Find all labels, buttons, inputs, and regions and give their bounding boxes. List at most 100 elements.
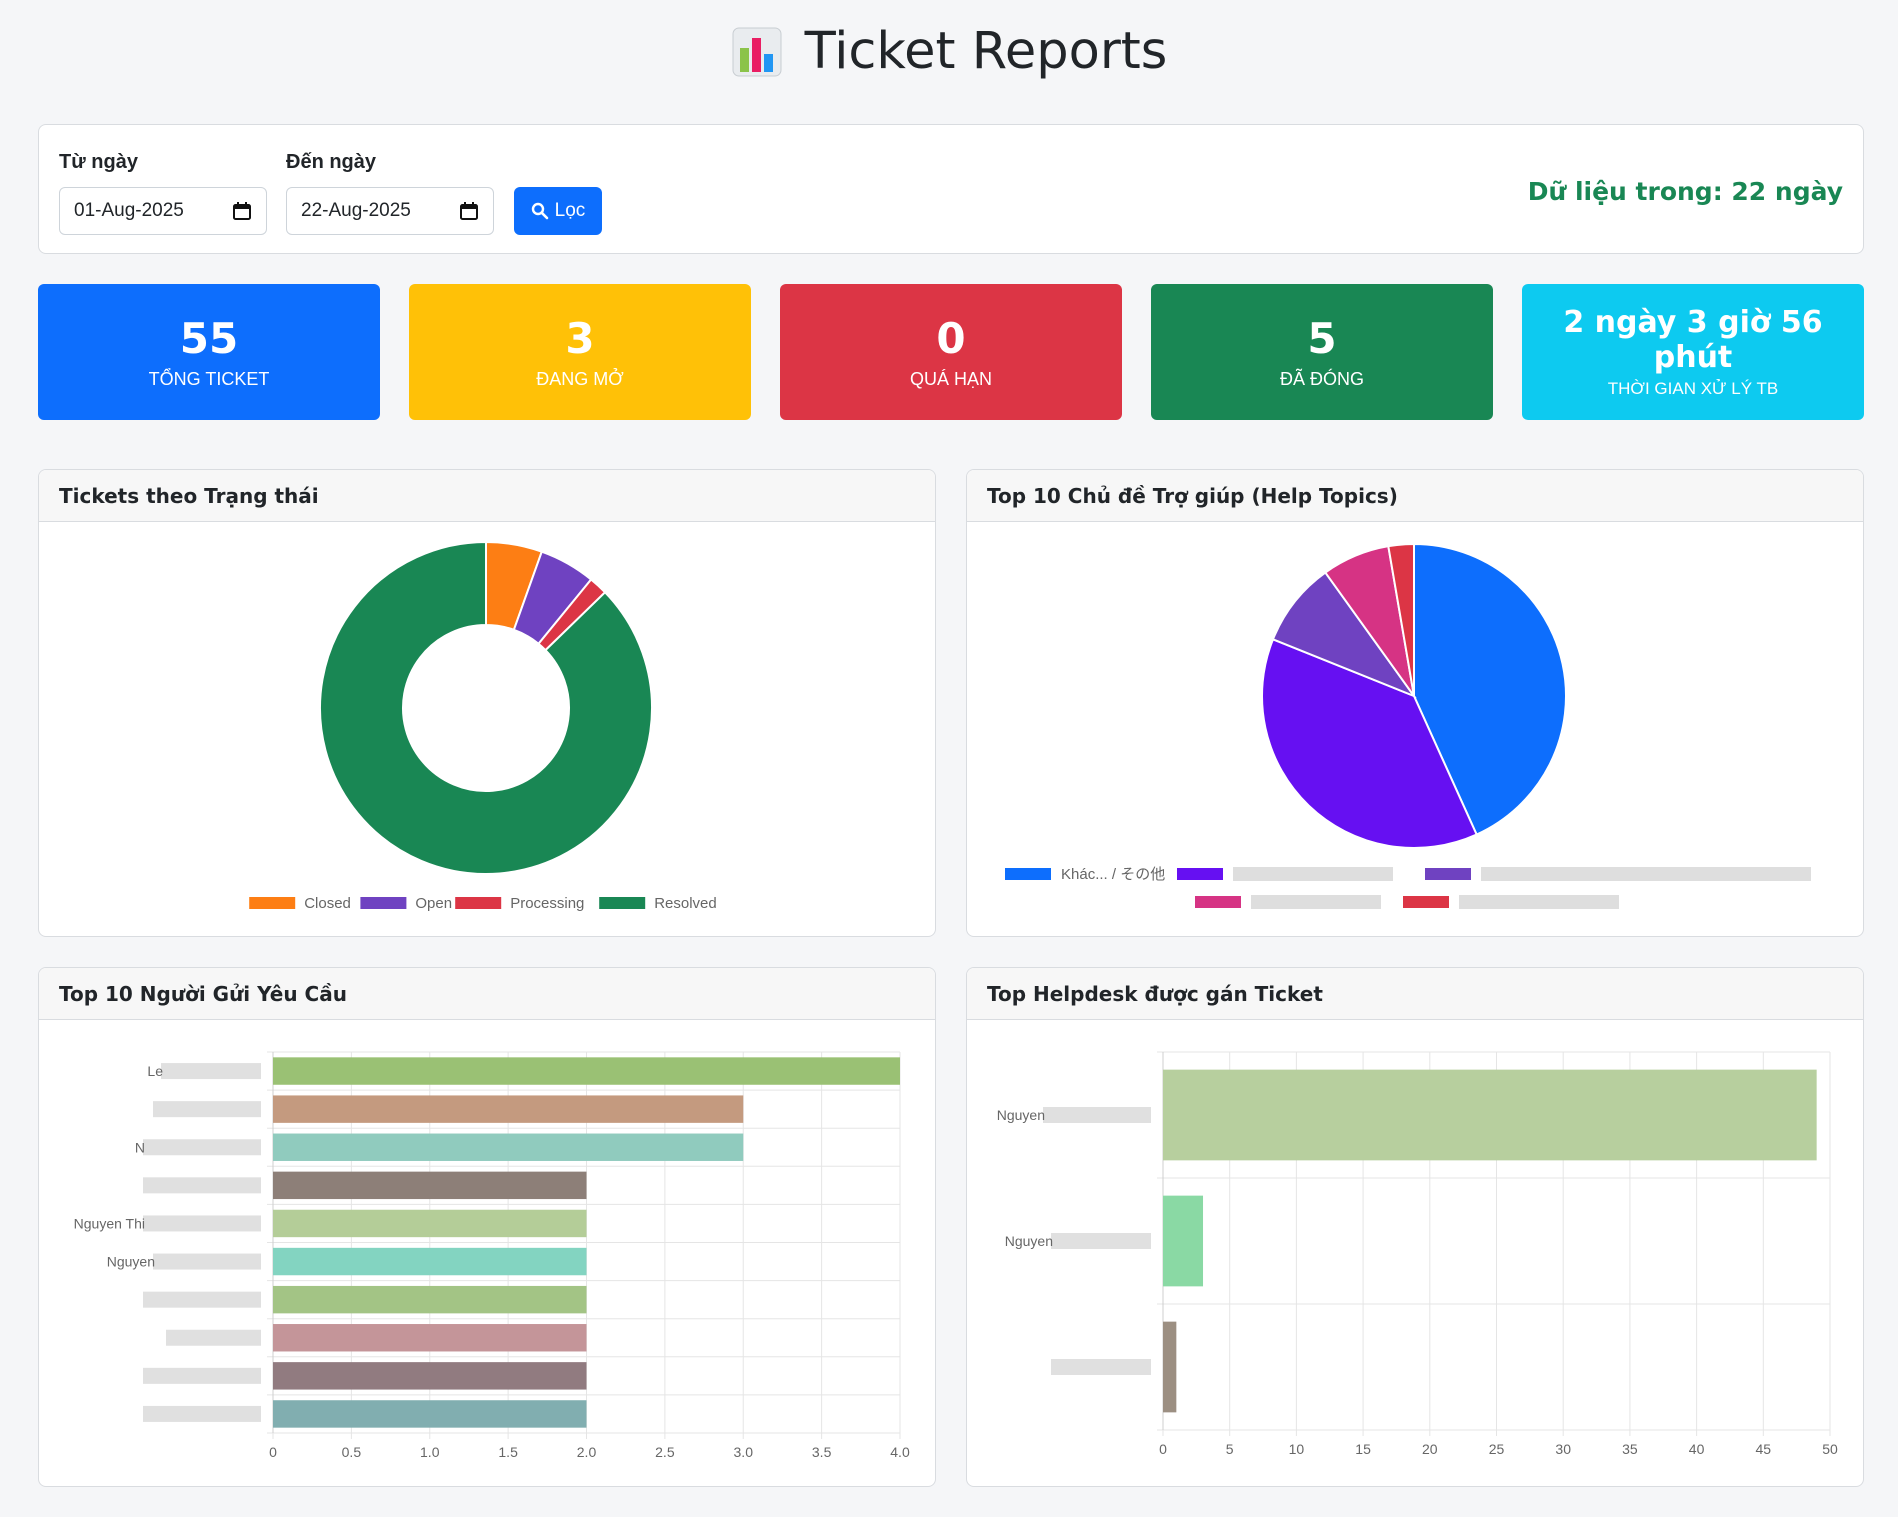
- from-date-input[interactable]: 01-Aug-2025: [59, 187, 267, 235]
- bar[interactable]: [273, 1209, 587, 1238]
- stat-label: TỔNG TICKET: [148, 369, 270, 389]
- status-doughnut-chart: Closed Open Processing Resolved: [249, 540, 717, 912]
- legend-swatch: [599, 897, 646, 909]
- redacted-label: [153, 1253, 261, 1270]
- to-date-label: Đến ngày: [286, 151, 377, 173]
- filter-card: Từ ngày 01-Aug-2025 Đến ngày 22-Aug-2025…: [38, 124, 1864, 254]
- search-icon: [531, 202, 548, 220]
- helpdesk-bar-chart: 0 5 10 15 20 25 30 35 40 45 50 Nguyen Nguyen: [997, 1051, 1838, 1457]
- x-tick-label: 0: [1159, 1441, 1167, 1457]
- y-tick-label: Nguyen: [1005, 1233, 1053, 1249]
- calendar-icon[interactable]: [232, 201, 252, 221]
- redacted-legend-label: [1459, 895, 1619, 909]
- panel-title: Top 10 Chủ đề Trợ giúp (Help Topics): [967, 470, 1863, 522]
- redacted-label: [143, 1215, 261, 1232]
- bar[interactable]: [273, 1133, 744, 1161]
- redacted-legend-label: [1251, 895, 1381, 909]
- from-date-label: Từ ngày: [59, 151, 138, 173]
- filter-button-label: Lọc: [554, 200, 586, 221]
- to-date-input[interactable]: 22-Aug-2025: [286, 187, 494, 235]
- legend-swatch: [455, 897, 502, 909]
- x-tick-label: 2.5: [655, 1444, 675, 1460]
- x-tick-label: 3.0: [734, 1444, 754, 1460]
- slice-resolved[interactable]: [319, 540, 653, 875]
- y-tick-label: Nguyen: [997, 1107, 1045, 1123]
- bar[interactable]: [273, 1362, 587, 1390]
- bar-chart-icon: [732, 27, 782, 76]
- y-tick-label: N: [135, 1139, 145, 1155]
- slice-topic-5[interactable]: [1387, 542, 1415, 697]
- stat-card-overdue: 0 QUÁ HẠN: [780, 284, 1122, 420]
- slice-topic-3[interactable]: [1271, 571, 1417, 699]
- bar[interactable]: [273, 1095, 744, 1123]
- stat-card-total: 55 TỔNG TICKET: [38, 284, 380, 420]
- stat-card-closed: 5 ĐÃ ĐÓNG: [1151, 284, 1493, 420]
- redacted-label: [143, 1177, 261, 1194]
- bar[interactable]: [273, 1285, 587, 1314]
- redacted-legend-label: [1233, 867, 1393, 881]
- stat-card-avg-time: 2 ngày 3 giờ 56 phút THỜI GIAN XỬ LÝ TB: [1522, 284, 1864, 420]
- bar[interactable]: [273, 1400, 587, 1428]
- redacted-label: [143, 1139, 261, 1156]
- x-tick-label: 35: [1622, 1441, 1638, 1457]
- bar[interactable]: [273, 1171, 587, 1200]
- bar[interactable]: [273, 1057, 900, 1085]
- stat-value: 55: [179, 314, 239, 363]
- legend-swatch: [1425, 868, 1471, 880]
- x-tick-label: 10: [1289, 1441, 1305, 1457]
- y-tick-label: Nguyen Thi: [74, 1215, 145, 1231]
- legend-swatch: [1005, 868, 1051, 880]
- legend-label[interactable]: Processing: [510, 895, 584, 912]
- stat-value: 5: [1307, 314, 1337, 363]
- stat-label: THỜI GIAN XỬ LÝ TB: [1607, 379, 1779, 398]
- x-tick-label: 1.5: [498, 1444, 518, 1460]
- x-tick-label: 20: [1422, 1441, 1438, 1457]
- legend-swatch: [1195, 896, 1241, 908]
- legend-label[interactable]: Closed: [304, 895, 351, 912]
- stat-label: QUÁ HẠN: [909, 369, 992, 389]
- filter-button[interactable]: Lọc: [514, 187, 602, 235]
- bar[interactable]: [1163, 1195, 1204, 1287]
- calendar-icon[interactable]: [459, 201, 479, 221]
- topics-chart-panel: Top 10 Chủ đề Trợ giúp (Help Topics) Khá…: [966, 469, 1864, 937]
- redacted-label: [1051, 1233, 1151, 1249]
- bar[interactable]: [273, 1247, 587, 1276]
- status-chart-panel: Tickets theo Trạng thái Closed Open Proces…: [38, 469, 936, 937]
- x-tick-label: 15: [1355, 1441, 1371, 1457]
- x-tick-label: 0.5: [342, 1444, 362, 1460]
- bar[interactable]: [273, 1324, 587, 1352]
- from-date-value: 01-Aug-2025: [74, 200, 184, 221]
- slice-topic-1[interactable]: [1413, 542, 1567, 836]
- stat-value: 3: [565, 314, 595, 363]
- helpdesk-chart-panel: Top Helpdesk được gán Ticket 0 5 10 15 20 25 3…: [966, 967, 1864, 1487]
- bar[interactable]: [1163, 1321, 1177, 1413]
- slice-topic-2[interactable]: [1261, 638, 1478, 849]
- redacted-label: [153, 1101, 261, 1118]
- to-date-value: 22-Aug-2025: [301, 200, 411, 221]
- stat-label: ĐANG MỞ: [536, 369, 624, 389]
- legend-label[interactable]: Resolved: [654, 895, 717, 912]
- redacted-label: [143, 1367, 261, 1384]
- panel-title: Top Helpdesk được gán Ticket: [967, 968, 1863, 1020]
- bar[interactable]: [1163, 1069, 1817, 1161]
- legend-swatch: [1177, 868, 1223, 880]
- panel-title: Top 10 Người Gửi Yêu Cầu: [39, 968, 935, 1020]
- redacted-label: [166, 1329, 261, 1346]
- stat-label: ĐÃ ĐÓNG: [1279, 369, 1364, 389]
- redacted-label: [161, 1063, 261, 1080]
- legend-label[interactable]: Open: [415, 895, 452, 912]
- topics-pie-chart: Khác... / その他: [1005, 542, 1811, 909]
- legend-swatch: [360, 897, 407, 909]
- page-title: Ticket Reports: [0, 22, 1898, 81]
- requesters-bar-chart: 0 0.5 1.0 1.5 2.0 2.5 3.0 3.5 4.0 Le N Nguyen Thi Ng…: [74, 1051, 910, 1460]
- stat-value: 2 ngày 3 giờ 56 phút: [1563, 305, 1823, 375]
- x-tick-label: 3.5: [812, 1444, 832, 1460]
- date-range-info: Dữ liệu trong: 22 ngày: [1527, 177, 1843, 206]
- stat-card-open: 3 ĐANG MỞ: [409, 284, 751, 420]
- x-tick-label: 4.0: [890, 1444, 910, 1460]
- y-tick-label: Nguyen: [107, 1254, 155, 1270]
- redacted-label: [1043, 1107, 1151, 1123]
- x-tick-label: 45: [1756, 1441, 1772, 1457]
- x-tick-label: 25: [1489, 1441, 1505, 1457]
- legend-label[interactable]: Khác... / その他: [1061, 866, 1165, 883]
